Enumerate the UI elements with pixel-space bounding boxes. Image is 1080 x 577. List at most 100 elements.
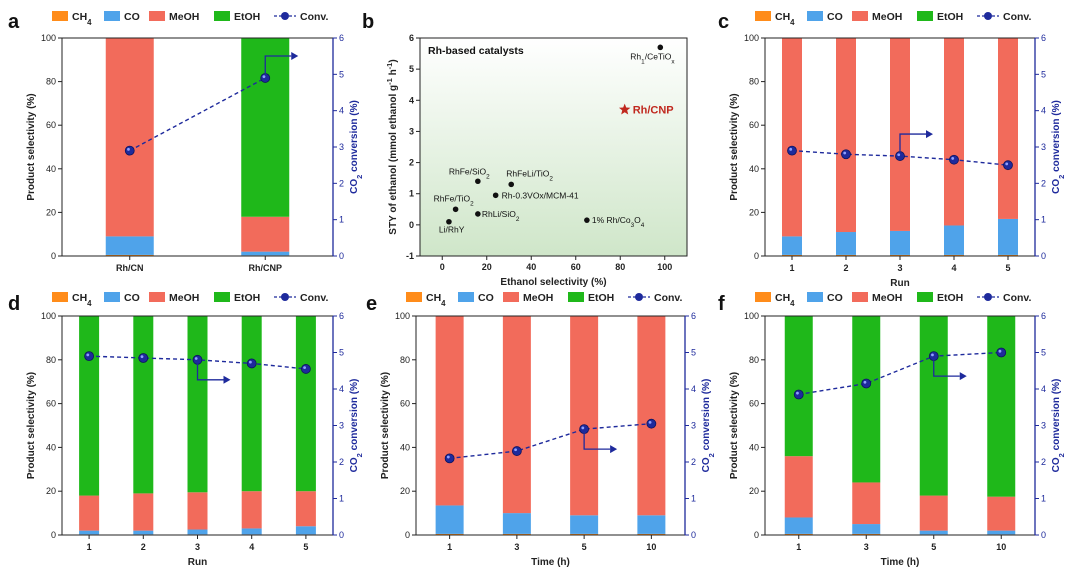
legend-swatch-etoh [917, 292, 933, 302]
bar-ch4-3 [852, 533, 881, 535]
y-tick-label: 20 [46, 486, 56, 496]
bar-meoh-3 [852, 482, 881, 525]
y2-tick-label: 4 [339, 384, 344, 394]
legend-swatch-etoh [917, 11, 933, 21]
y-axis-label: Product selectivity (%) [26, 372, 37, 479]
y2-tick-label: 6 [1041, 311, 1046, 321]
point-rh1cetiox [657, 44, 664, 51]
axis-pointer-arrow [196, 363, 224, 381]
y2-tick-label: 3 [339, 421, 344, 431]
y-axis-label: Product selectivity (%) [729, 372, 740, 479]
bar-meoh-2 [133, 493, 154, 531]
y-tick-label: 40 [749, 442, 759, 452]
bar-ch4-1 [782, 254, 802, 256]
legend-swatch-co [807, 292, 823, 302]
x-tick-label: 2 [843, 263, 848, 273]
plot-frame [61, 37, 334, 257]
panel-d: d CH4 CO MeOH EtOH Conv. 0 20 40 60 80 100 0 1 2 3 4 5 6 1 2… [8, 292, 364, 568]
bar-meoh-10 [987, 496, 1016, 531]
legend-conv-marker [281, 12, 289, 20]
conversion-point-highlight [194, 357, 198, 360]
conversion-point-highlight [1005, 162, 1009, 166]
y-tick-label: 80 [749, 77, 759, 87]
legend-label-ch4: CH4 [775, 11, 795, 27]
y2-tick-label: 1 [1041, 215, 1046, 225]
bar-co-1 [79, 530, 100, 535]
y-tick-label: 80 [749, 355, 759, 365]
y-tick-label: -1 [406, 251, 414, 261]
bar-etoh-3 [852, 316, 881, 483]
conversion-point-Rh/CN [124, 145, 135, 156]
y2-axis-label: CO2 conversion (%) [1051, 379, 1066, 473]
legend-swatch-ch4 [406, 292, 422, 302]
point-lirhy [446, 218, 452, 225]
y2-tick-label: 1 [339, 494, 344, 504]
y-tick-label: 3 [409, 126, 414, 136]
bar-co-3 [890, 230, 910, 255]
conversion-point-highlight [796, 391, 799, 395]
y-tick-label: 40 [400, 442, 410, 452]
conversion-point-highlight [446, 455, 450, 459]
bar-etoh-3 [187, 316, 208, 493]
point-rhfelitio2 [508, 181, 515, 188]
x-tick-label: 10 [996, 542, 1006, 552]
panel-label-b: b [362, 11, 374, 33]
conversion-point-10 [646, 418, 657, 429]
legend-swatch-ch4 [52, 11, 68, 21]
bar-co-3 [187, 529, 208, 535]
x-tick-label: 5 [1005, 263, 1010, 273]
bar-ch4-RhCN [105, 254, 154, 256]
y2-axis-label: CO2 conversion (%) [349, 100, 364, 194]
bar-meoh-10 [637, 316, 666, 516]
axis-pointer-arrow [899, 133, 926, 153]
bar-co-1 [784, 517, 813, 534]
x-axis-label: Time (h) [531, 557, 570, 568]
y-tick-label: 100 [395, 311, 410, 321]
y-tick-label: 0 [405, 530, 410, 540]
y-tick-label: 80 [400, 355, 410, 365]
conversion-point-5 [1003, 160, 1013, 171]
conversion-point-highlight [127, 147, 130, 151]
y2-tick-label: 6 [339, 33, 344, 43]
x-tick-label: 20 [482, 262, 492, 272]
y2-tick-label: 1 [339, 215, 344, 225]
point-rh03voxmcm41 [492, 192, 499, 199]
y-tick-label: 0 [754, 251, 759, 261]
x-tick-label: 80 [615, 262, 625, 272]
axis-pointer-arrowhead [959, 372, 967, 381]
legend-label-meoh: MeOH [169, 292, 199, 304]
y2-tick-label: 2 [339, 457, 344, 467]
y2-tick-label: 4 [339, 106, 344, 116]
legend-label-ch4: CH4 [775, 292, 795, 308]
x-tick-label: 40 [526, 262, 536, 272]
bar-meoh-5 [570, 316, 599, 516]
legend-swatch-meoh [149, 11, 165, 21]
legend-label-ch4: CH4 [72, 292, 92, 308]
x-tick-label: 0 [440, 262, 445, 272]
point-label-rhfelitio2: RhFeLi/TiO2 [506, 168, 553, 182]
point-rhfesio2 [475, 178, 481, 185]
legend: CH4 CO MeOH EtOH Conv. [755, 11, 1031, 27]
x-tick-label: 10 [646, 542, 656, 552]
panel-label-e: e [366, 293, 377, 315]
y-tick-label: 100 [744, 311, 759, 321]
conversion-point-1 [787, 145, 797, 156]
x-axis-label: Ethanol selectivity (%) [500, 277, 606, 288]
conversion-point-3 [861, 378, 872, 389]
conversion-point-highlight [581, 426, 585, 430]
plot-background [419, 37, 688, 257]
legend-label-etoh: EtOH [937, 292, 963, 304]
bar-meoh-3 [187, 492, 208, 530]
y2-tick-label: 2 [1041, 178, 1046, 188]
bar-co-1 [782, 236, 802, 255]
y2-tick-label: 4 [1041, 106, 1046, 116]
legend-swatch-co [458, 292, 474, 302]
legend-label-conv: Conv. [654, 292, 682, 304]
bar-meoh-1 [784, 456, 813, 518]
bar-co-4 [944, 225, 964, 255]
y2-axis-label: CO2 conversion (%) [1051, 100, 1066, 194]
legend-label-meoh: MeOH [523, 292, 553, 304]
bar-meoh-4 [241, 491, 262, 529]
bar-ch4-3 [502, 533, 531, 535]
